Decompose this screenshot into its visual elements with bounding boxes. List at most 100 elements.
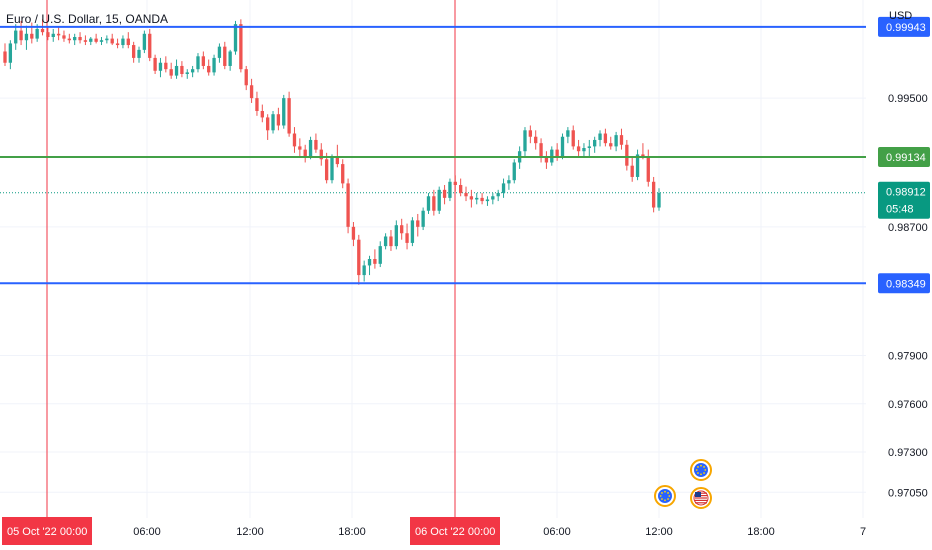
candle xyxy=(94,33,98,44)
candle xyxy=(99,37,104,46)
candle xyxy=(528,125,533,144)
date-label: 06 Oct '22 00:00 xyxy=(415,526,495,538)
price-tick-label: 0.97600 xyxy=(888,399,928,411)
candle xyxy=(426,193,431,214)
candle xyxy=(351,222,356,247)
candle xyxy=(137,46,141,63)
candle xyxy=(593,136,597,153)
candle xyxy=(442,185,447,205)
candle xyxy=(14,24,18,50)
candle xyxy=(105,35,109,44)
price-badges: 0.99943 0.99134 0.98349 0.98912 05:48 xyxy=(878,16,930,294)
candle xyxy=(217,43,222,63)
level-badge xyxy=(878,147,930,168)
bar-countdown-label: 05:48 xyxy=(886,204,914,216)
candle xyxy=(539,138,543,163)
horizontal-levels[interactable] xyxy=(0,25,866,285)
date-label-badge xyxy=(2,517,92,545)
candle xyxy=(56,27,61,41)
candle xyxy=(609,136,613,150)
eu-flag-icon[interactable] xyxy=(690,459,712,481)
candle xyxy=(249,78,254,103)
candle xyxy=(625,139,629,171)
candle xyxy=(3,43,7,66)
candle xyxy=(190,65,195,78)
time-tick-label: 18:00 xyxy=(747,526,775,538)
economic-events[interactable] xyxy=(654,459,712,509)
grid xyxy=(0,0,866,518)
session-lines xyxy=(46,0,456,518)
candle xyxy=(357,234,361,285)
candle xyxy=(485,196,490,206)
candle xyxy=(373,249,377,269)
candle xyxy=(383,233,388,250)
candle xyxy=(582,143,586,158)
price-axis[interactable]: 0.99500 0.98700 0.97900 0.97600 0.97300 0.970… xyxy=(866,0,932,520)
time-tick-label: 06:00 xyxy=(133,526,161,538)
current-price-badge xyxy=(878,181,930,219)
candle xyxy=(276,107,281,131)
price-tick-label: 0.97050 xyxy=(888,487,928,499)
candle xyxy=(469,189,474,208)
candle xyxy=(201,51,206,70)
candle xyxy=(314,133,318,153)
candle xyxy=(271,111,275,134)
time-tick-label: 12:00 xyxy=(236,526,264,538)
currency-label[interactable]: USD xyxy=(889,10,913,22)
candle xyxy=(303,144,307,163)
candle xyxy=(298,138,302,157)
candle xyxy=(405,223,409,250)
time-tick-label: 12:00 xyxy=(645,526,673,538)
level-badge xyxy=(878,16,930,37)
candle xyxy=(448,178,452,202)
candle xyxy=(282,94,286,129)
candle xyxy=(46,27,50,41)
candle xyxy=(207,59,211,76)
candle xyxy=(174,59,179,79)
candle xyxy=(8,40,13,70)
candle xyxy=(566,127,570,144)
candle xyxy=(534,130,538,150)
price-tick-label: 0.97900 xyxy=(888,351,928,363)
us-flag-icon[interactable] xyxy=(690,487,712,509)
candle xyxy=(51,28,55,42)
candle xyxy=(437,186,441,214)
candle xyxy=(464,186,468,202)
candle xyxy=(266,114,270,140)
level-badge-label: 0.98349 xyxy=(886,278,926,290)
candle xyxy=(598,130,602,147)
price-tick-label: 0.99500 xyxy=(888,93,928,105)
time-axis[interactable]: 05 Oct '22 00:00 06:00 12:00 18:00 06 Oct '2… xyxy=(0,517,932,550)
candle xyxy=(110,33,114,46)
candle xyxy=(62,30,66,42)
candle xyxy=(115,38,120,49)
candle xyxy=(148,28,152,62)
time-tick-label: 06:00 xyxy=(543,526,571,538)
candle xyxy=(260,104,264,123)
candle xyxy=(571,125,575,150)
candle xyxy=(83,35,88,46)
candle xyxy=(410,217,415,247)
candle xyxy=(131,41,136,63)
candle xyxy=(512,159,516,184)
candle xyxy=(544,151,549,169)
candle xyxy=(475,193,479,205)
candle xyxy=(367,255,372,276)
candle xyxy=(587,139,591,157)
candle xyxy=(432,189,436,216)
level-badge xyxy=(878,273,930,294)
eu-flag-icon[interactable] xyxy=(654,485,676,507)
date-label-badge xyxy=(410,517,500,545)
candle xyxy=(292,127,297,153)
price-tick-label: 0.98700 xyxy=(888,222,928,234)
candle xyxy=(308,136,313,160)
candle xyxy=(126,32,130,49)
candle xyxy=(619,128,624,150)
candle xyxy=(560,133,565,160)
candle xyxy=(576,139,581,158)
candle xyxy=(196,53,200,73)
candle xyxy=(212,54,216,76)
candle xyxy=(78,32,82,44)
candle xyxy=(330,154,334,184)
